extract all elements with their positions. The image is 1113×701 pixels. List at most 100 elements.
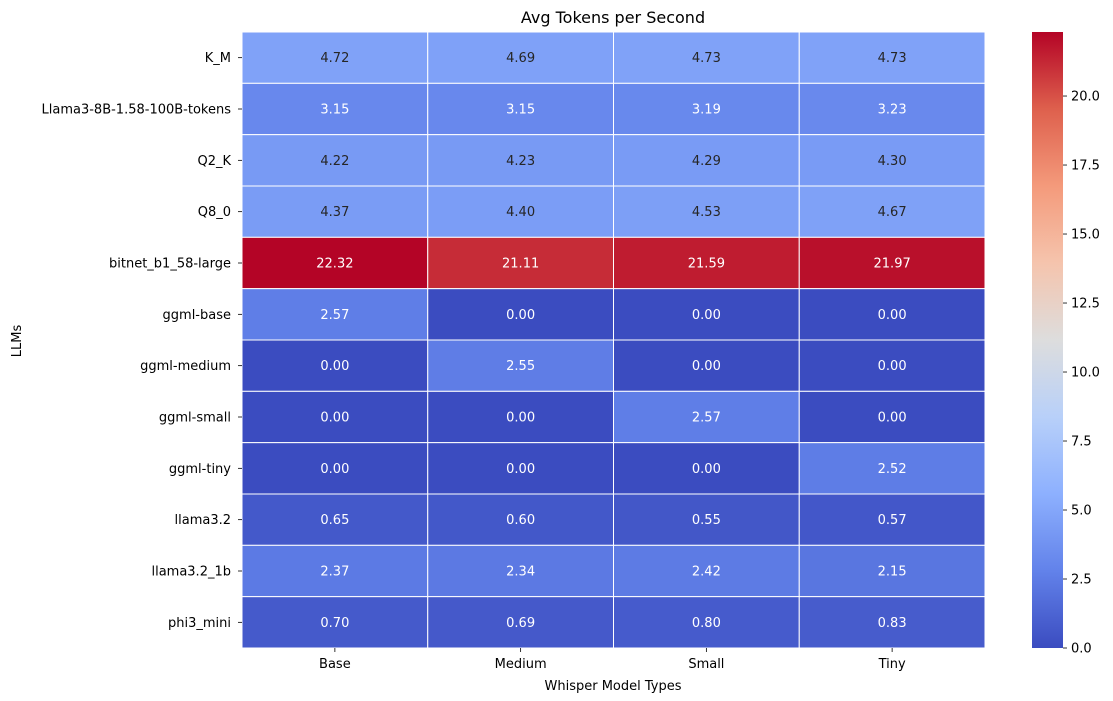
heatmap-cell: [798, 236, 986, 290]
y-tick-label: llama3.2_1b: [151, 565, 231, 580]
heatmap-cell: [427, 596, 614, 649]
cell-value-label: 2.37: [320, 565, 349, 580]
cell-value-label: 4.73: [692, 51, 721, 66]
y-tick-label: K_M: [205, 51, 231, 66]
heatmap-cell: [613, 390, 800, 444]
cell-value-label: 0.00: [878, 359, 907, 374]
heatmap-cell: [613, 236, 800, 290]
colorbar-tick-label: 12.5: [1071, 297, 1100, 312]
heatmap-cell: [241, 185, 429, 238]
y-tick-label: Llama3-8B-1.58-100B-tokens: [42, 103, 232, 118]
heatmap-cell: [613, 493, 800, 546]
cell-value-label: 4.72: [320, 51, 349, 66]
heatmap-cell: [613, 288, 800, 341]
x-axis-label: Whisper Model Types: [544, 679, 681, 694]
heatmap-cell: [241, 236, 429, 290]
cell-value-label: 0.00: [320, 411, 349, 426]
heatmap-cell: [241, 288, 429, 341]
cell-value-label: 2.15: [878, 565, 907, 580]
y-tick-label: Q8_0: [198, 205, 231, 220]
y-tick-label: llama3.2: [175, 513, 232, 528]
x-tick-label: Medium: [495, 657, 547, 672]
heatmap-cell: [798, 134, 986, 187]
x-tick-label: Small: [688, 657, 724, 672]
cell-value-label: 21.97: [874, 257, 911, 272]
heatmap-cell: [613, 31, 800, 84]
y-tick-label: ggml-small: [159, 411, 231, 426]
heatmap-cell: [427, 493, 614, 546]
heatmap-cell: [427, 31, 614, 84]
heatmap-cell: [613, 544, 800, 598]
cell-value-label: 2.42: [692, 565, 721, 580]
cell-value-label: 2.52: [878, 462, 907, 477]
y-tick-label: bitnet_b1_58-large: [109, 257, 231, 272]
cell-value-label: 3.15: [506, 103, 535, 118]
colorbar-tick-label: 15.0: [1071, 228, 1100, 243]
cell-value-label: 0.00: [692, 462, 721, 477]
y-tick-label: ggml-base: [163, 308, 231, 323]
cell-value-label: 4.73: [878, 51, 907, 66]
x-axis-tick-labels: Base Medium Small Tiny: [319, 648, 906, 672]
heatmap-cell: [798, 82, 986, 136]
cell-value-label: 2.34: [506, 565, 535, 580]
cell-value-label: 0.00: [506, 308, 535, 323]
colorbar: [1032, 32, 1063, 648]
cell-value-label: 0.00: [506, 462, 535, 477]
heatmap-cell: [241, 493, 429, 546]
cell-value-label: 4.30: [878, 154, 907, 169]
y-tick-label: Q2_K: [197, 154, 231, 169]
x-tick-label: Base: [319, 657, 351, 672]
colorbar-tick-label: 10.0: [1071, 366, 1100, 381]
heatmap-cell: [427, 288, 614, 341]
heatmap-cell: [798, 339, 986, 392]
cell-value-label: 0.00: [320, 462, 349, 477]
heatmap-cell: [427, 82, 614, 136]
heatmap-cell: [798, 442, 986, 495]
colorbar-tick-label: 20.0: [1071, 90, 1100, 105]
heatmap-cell: [798, 544, 986, 598]
y-tick-label: ggml-tiny: [169, 462, 231, 477]
heatmap-cell: [613, 596, 800, 649]
cell-value-label: 3.15: [320, 103, 349, 118]
heatmap-cell: [798, 185, 986, 238]
cell-value-label: 0.57: [878, 513, 907, 528]
cell-value-label: 4.40: [506, 205, 535, 220]
colorbar-tick-label: 0.0: [1071, 642, 1092, 657]
cell-value-label: 0.80: [692, 616, 721, 631]
cell-value-label: 21.59: [688, 257, 725, 272]
cell-value-label: 0.00: [320, 359, 349, 374]
cell-value-label: 4.23: [506, 154, 535, 169]
cell-value-label: 0.00: [878, 308, 907, 323]
cell-value-label: 0.65: [320, 513, 349, 528]
chart-title: Avg Tokens per Second: [521, 8, 705, 27]
colorbar-tick-label: 7.5: [1071, 435, 1092, 450]
heatmap-cell: [427, 134, 614, 187]
heatmap-cell: [241, 82, 429, 136]
cell-value-label: 4.29: [692, 154, 721, 169]
cell-value-label: 2.57: [692, 411, 721, 426]
cell-value-label: 2.55: [506, 359, 535, 374]
y-tick-label: ggml-medium: [140, 359, 231, 374]
x-tick-label: Tiny: [878, 657, 906, 672]
heatmap-cell: [613, 339, 800, 392]
cell-value-label: 2.57: [320, 308, 349, 323]
cell-value-label: 0.70: [320, 616, 349, 631]
cell-value-label: 0.60: [506, 513, 535, 528]
cell-value-label: 0.00: [692, 359, 721, 374]
cell-value-label: 4.69: [506, 51, 535, 66]
cell-value-label: 0.00: [506, 411, 535, 426]
heatmap-cell: [241, 596, 429, 649]
heatmap-cell: [427, 185, 614, 238]
heatmap-cell: [241, 390, 429, 444]
colorbar-tick-label: 5.0: [1071, 504, 1092, 519]
cell-value-label: 0.55: [692, 513, 721, 528]
cell-value-label: 22.32: [316, 257, 353, 272]
heatmap-cell: [798, 31, 986, 84]
heatmap-cells: [241, 31, 986, 649]
cell-value-label: 4.37: [320, 205, 349, 220]
colorbar-ticks: 0.0 2.5 5.0 7.5 10.0 12.5 15.0 17.5 20.0: [1063, 90, 1100, 657]
cell-value-label: 21.11: [502, 257, 539, 272]
y-axis-tick-labels: K_M Llama3-8B-1.58-100B-tokens Q2_K Q8_0bit…: [42, 51, 242, 631]
heatmap-cell: [241, 31, 429, 84]
